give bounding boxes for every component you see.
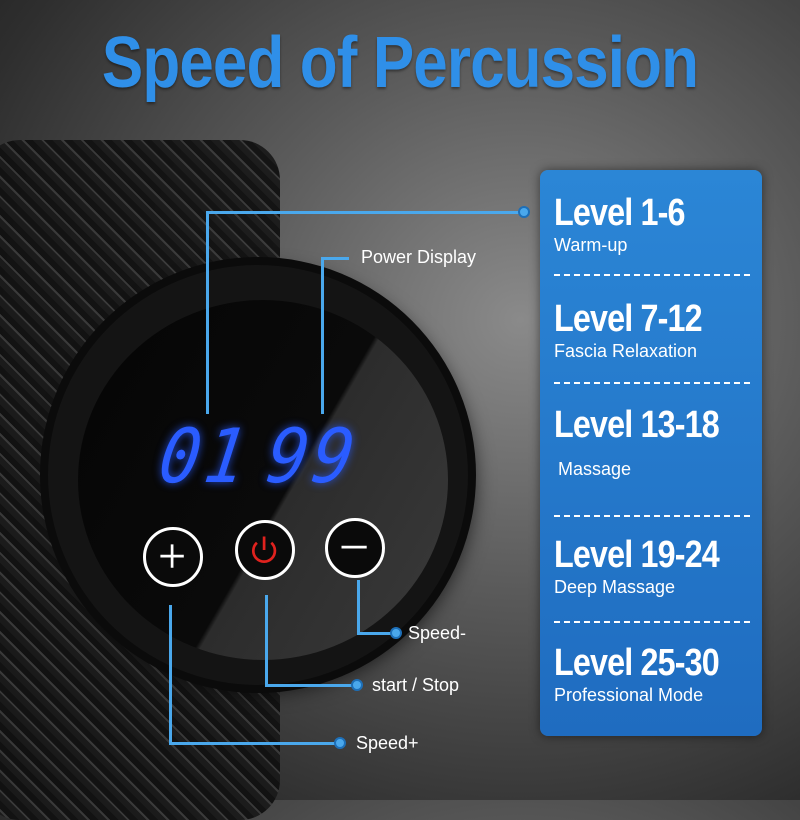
level-desc: Professional Mode	[554, 685, 704, 705]
level-connector	[206, 211, 520, 214]
speed-minus-label: Speed-	[408, 623, 467, 643]
levels-panel: Level 1-6 Warm-up Level 7-12 Fascia Rela…	[540, 170, 762, 736]
level-readout: 01	[153, 414, 256, 501]
start-stop-button[interactable]	[235, 520, 295, 580]
level-desc: Warm-up	[554, 235, 628, 255]
level-title: Level 13-18	[554, 404, 720, 446]
control-panel-face	[78, 300, 448, 660]
level-item: Level 13-18 Massage	[554, 404, 748, 480]
level-connector	[206, 212, 209, 414]
page-title: Speed of Percussion	[101, 23, 699, 103]
speed-plus-button[interactable]	[143, 527, 203, 587]
speed-minus-dot	[390, 627, 402, 639]
level-dot	[518, 206, 530, 218]
level-title: Level 7-12	[554, 298, 703, 340]
divider	[554, 274, 750, 276]
start-stop-dot	[351, 679, 363, 691]
speed-plus-label: Speed+	[356, 733, 419, 753]
power-connector	[321, 257, 349, 260]
level-item: Level 7-12 Fascia Relaxation	[554, 298, 728, 362]
start-stop-connector	[265, 684, 353, 687]
minus-icon	[341, 545, 367, 549]
level-title: Level 25-30	[554, 642, 720, 684]
level-item: Level 25-30 Professional Mode	[554, 642, 748, 706]
divider	[554, 515, 750, 517]
speed-plus-dot	[334, 737, 346, 749]
level-desc: Massage	[558, 459, 632, 479]
speed-minus-connector	[357, 580, 360, 633]
level-title: Level 19-24	[554, 534, 720, 576]
speed-minus-connector	[357, 632, 392, 635]
level-desc: Deep Massage	[554, 577, 676, 597]
power-readout: 99	[261, 414, 364, 501]
start-stop-label: start / Stop	[372, 675, 460, 695]
speed-plus-connector	[169, 742, 335, 745]
power-icon	[252, 536, 277, 563]
start-stop-connector	[265, 595, 268, 686]
level-desc: Fascia Relaxation	[554, 341, 698, 361]
power-connector	[321, 258, 324, 414]
level-title: Level 1-6	[554, 192, 685, 234]
speed-plus-connector	[169, 605, 172, 744]
plus-icon	[160, 544, 184, 568]
divider	[554, 621, 750, 623]
level-item: Level 19-24 Deep Massage	[554, 534, 748, 598]
divider	[554, 382, 750, 384]
level-item: Level 1-6 Warm-up	[554, 192, 708, 256]
power-display-label: Power Display	[361, 247, 477, 267]
speed-minus-button[interactable]	[325, 518, 385, 578]
